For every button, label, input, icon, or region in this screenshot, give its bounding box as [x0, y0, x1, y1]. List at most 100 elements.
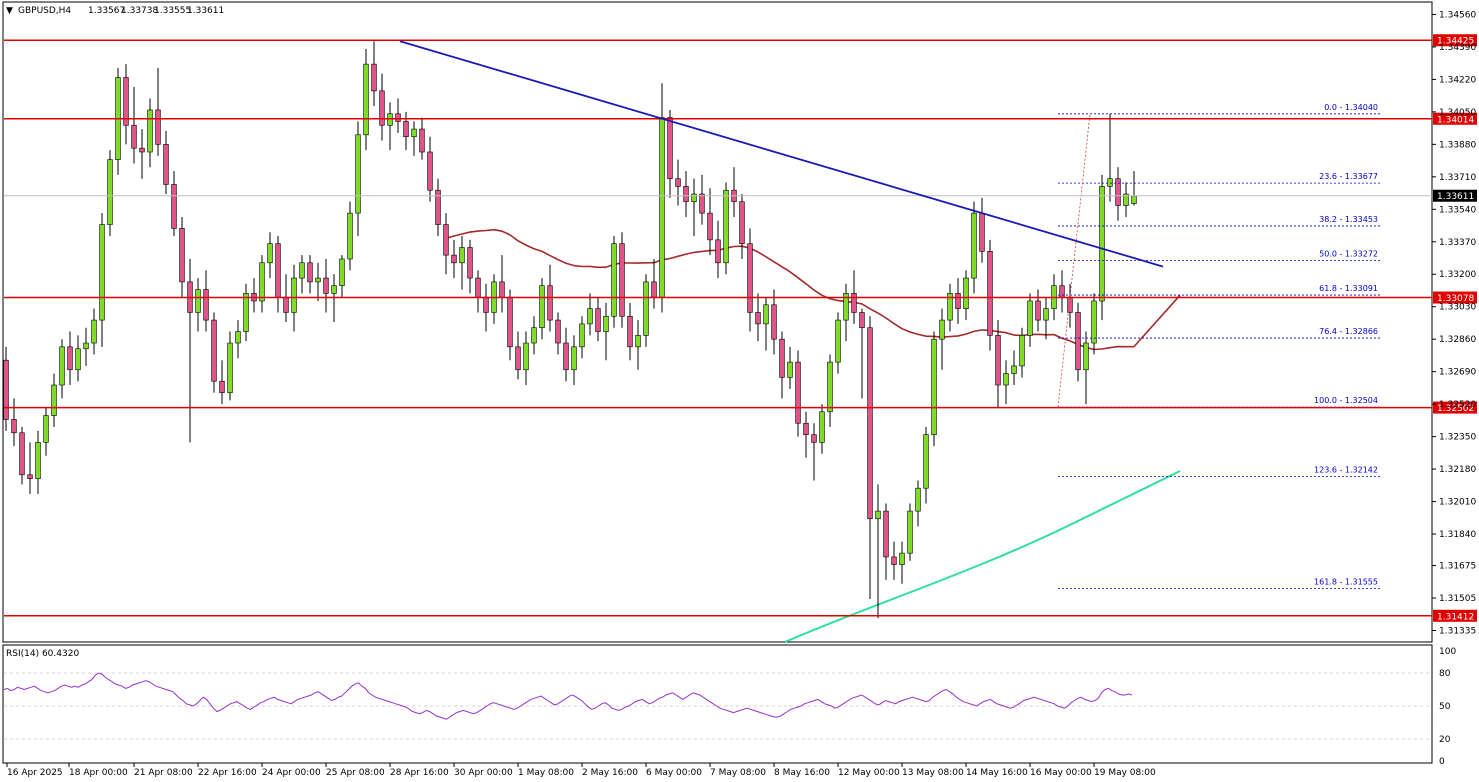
time-tick-label: 22 Apr 16:00: [198, 768, 257, 778]
candle-body: [715, 239, 721, 264]
candle-body: [523, 342, 529, 371]
candle-body: [643, 281, 649, 336]
candle-body: [571, 346, 577, 371]
descending-trendline: [399, 40, 1164, 268]
price-tick-label: 1.31675: [1439, 562, 1476, 572]
candle-body: [259, 262, 265, 302]
time-tick-label: 12 May 00:00: [838, 768, 900, 778]
candle-body: [347, 212, 353, 260]
candle-body: [459, 247, 465, 264]
moving-average-slow-line: [445, 228, 1181, 351]
price-tag: [1433, 112, 1477, 125]
candle-body: [915, 487, 921, 512]
collapse-arrow-icon[interactable]: ▼: [6, 6, 13, 16]
candle-body: [267, 243, 273, 264]
candle-body: [131, 124, 137, 149]
candle-body: [1011, 365, 1017, 374]
candle-body: [1019, 335, 1025, 367]
candle-body: [563, 342, 569, 371]
fib-level-label: 38.2 - 1.33453: [1319, 215, 1378, 224]
candle-body: [43, 415, 49, 443]
moving-averages: [445, 228, 1181, 643]
price-tick-label: 1.34050: [1439, 108, 1476, 118]
candle-body: [1075, 312, 1081, 371]
fib-level-label: 0.0 - 1.34040: [1324, 103, 1378, 112]
candle-body: [83, 342, 89, 350]
candle-body: [403, 121, 409, 138]
price-tick-label: 1.32180: [1439, 465, 1476, 475]
candle-body: [147, 109, 153, 153]
candle-body: [163, 144, 169, 185]
candle-body: [691, 193, 697, 202]
candle-body: [859, 312, 865, 329]
ohlc-low: 1.33555: [154, 6, 191, 16]
time-tick-label: 25 Apr 08:00: [326, 768, 385, 778]
candle-body: [387, 113, 393, 126]
time-tick-label: 6 May 00:00: [646, 768, 702, 778]
candle-body: [611, 243, 617, 317]
candle-body: [507, 296, 513, 348]
candle-body: [1131, 195, 1137, 204]
candle-body: [435, 189, 441, 225]
time-tick-label: 21 Apr 08:00: [134, 768, 193, 778]
candle-body: [779, 338, 785, 378]
price-tick-label: 1.32350: [1439, 433, 1476, 443]
candle-body: [515, 346, 521, 371]
candle-body: [675, 178, 681, 187]
candle-body: [1027, 300, 1033, 336]
candle-body: [331, 285, 337, 294]
candle-body: [659, 117, 665, 298]
candle-body: [1115, 178, 1121, 206]
time-tick-label: 14 May 16:00: [966, 768, 1028, 778]
price-tick-label: 1.31505: [1439, 594, 1476, 604]
candle-body: [19, 432, 25, 476]
candle-body: [907, 510, 913, 554]
fib-level-label: 50.0 - 1.33272: [1319, 249, 1378, 258]
candle-body: [667, 117, 673, 180]
price-tag-label: 1.31412: [1437, 612, 1474, 622]
rsi-axis-label: 20: [1439, 735, 1451, 745]
time-tick-label: 30 Apr 00:00: [454, 768, 513, 778]
price-tag: [1433, 609, 1477, 622]
price-tick-label: 1.31840: [1439, 530, 1476, 540]
candle-body: [419, 128, 425, 153]
price-tick-label: 1.32010: [1439, 498, 1476, 508]
candle-body: [1083, 342, 1089, 371]
candle-body: [195, 289, 201, 313]
price-tick-label: 1.33880: [1439, 140, 1476, 150]
moving-average-long-line: [784, 470, 1181, 643]
candle-body: [771, 304, 777, 340]
candle-body: [35, 442, 41, 479]
candle-body: [379, 90, 385, 126]
candle-body: [747, 243, 753, 313]
candle-body: [91, 319, 97, 344]
candle-body: [211, 319, 217, 382]
candle-body: [819, 411, 825, 443]
candle-body: [171, 184, 177, 229]
price-tick-label: 1.32520: [1439, 400, 1476, 410]
rsi-label: RSI(14) 60.4320: [6, 649, 79, 659]
candle-body: [987, 251, 993, 336]
candle-body: [1035, 300, 1041, 321]
price-tag-label: 1.34014: [1437, 115, 1474, 125]
candle-body: [843, 293, 849, 321]
current-price-tag: [1433, 189, 1477, 202]
candle-body: [683, 186, 689, 202]
ohlc-high: 1.33738: [121, 6, 158, 16]
chart-symbol: GBPUSD,H4: [18, 6, 71, 16]
time-tick-label: 1 May 08:00: [518, 768, 574, 778]
candle-body: [939, 319, 945, 340]
price-tag: [1433, 291, 1477, 304]
candle-body: [411, 128, 417, 138]
candle-body: [499, 281, 505, 298]
time-tick-label: 24 Apr 00:00: [262, 768, 321, 778]
fib-anchor-line: [1057, 113, 1091, 408]
candle-body: [451, 254, 457, 264]
candle-body: [59, 346, 65, 386]
candle-body: [363, 63, 369, 136]
candle-body: [395, 113, 401, 122]
price-tick-label: 1.32860: [1439, 335, 1476, 345]
candle-body: [291, 277, 297, 313]
candle-body: [275, 243, 281, 298]
